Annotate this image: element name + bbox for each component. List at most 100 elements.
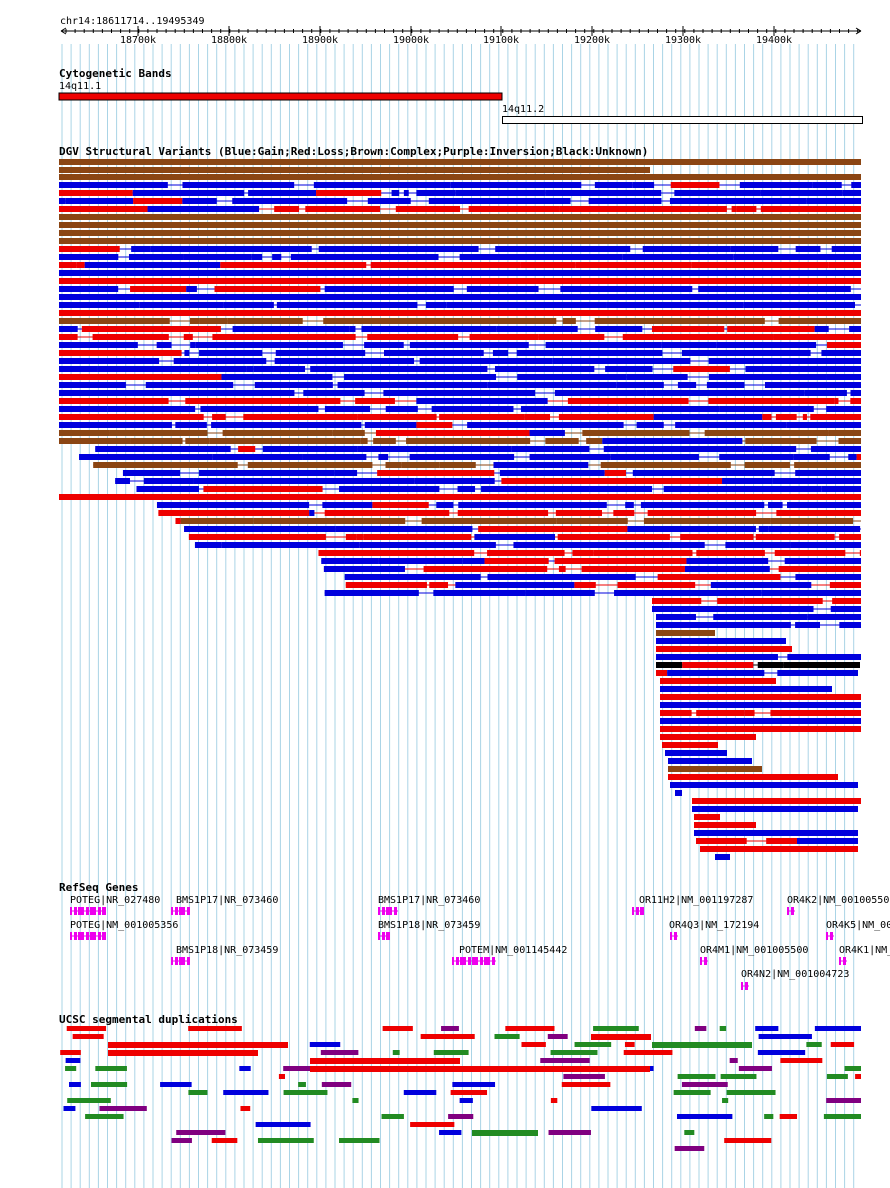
gene-exon: [382, 907, 385, 915]
segdup-track-title[interactable]: UCSC segmental duplications: [59, 1013, 238, 1026]
variant-block: [842, 190, 861, 196]
variant-block: [487, 574, 636, 580]
segdup-block: [674, 1146, 705, 1151]
variant-block: [254, 382, 333, 388]
gene-label[interactable]: BMS1P17|NR_073460: [378, 895, 481, 906]
variant-block: [614, 590, 762, 596]
gene-label[interactable]: OR4Q3|NM_172194: [669, 920, 760, 931]
variant-block: [107, 406, 196, 412]
segdup-block: [63, 1106, 76, 1111]
variant-block: [667, 670, 765, 676]
segdup-block: [381, 1114, 404, 1119]
variant-block: [787, 654, 861, 660]
variant-block: [345, 534, 357, 540]
variant-block: [65, 198, 134, 204]
variant-block: [429, 582, 449, 588]
variant-block: [59, 382, 126, 388]
gene-label[interactable]: OR4K1|NM_: [839, 945, 890, 956]
variant-block: [199, 470, 335, 476]
variant-block: [363, 534, 472, 540]
variant-block: [375, 430, 530, 436]
band-14q11.1[interactable]: [58, 92, 503, 101]
variant-block: [150, 246, 312, 252]
variant-block: [478, 526, 628, 532]
segdup-block: [729, 1058, 738, 1063]
segdup-block: [724, 1138, 772, 1143]
gene-label[interactable]: BMS1P18|NR_073459: [176, 945, 279, 956]
segdup-block: [99, 1106, 147, 1111]
variant-block: [59, 198, 66, 204]
segdup-block: [826, 1098, 861, 1103]
gene-label[interactable]: OR4K5|NM_00: [826, 920, 890, 931]
variant-block: [640, 502, 765, 508]
variant-block: [826, 342, 861, 348]
variant-block: [657, 574, 781, 580]
variant-bar: [59, 159, 861, 165]
gene-label[interactable]: POTEG|NR_027480: [70, 895, 161, 906]
variant-block: [511, 446, 590, 452]
gene-label[interactable]: POTEM|NM_001145442: [459, 945, 568, 956]
variant-block: [656, 614, 696, 620]
gene-label[interactable]: OR11H2|NM_001197287: [639, 895, 754, 906]
variant-block: [385, 406, 418, 412]
variant-block: [669, 198, 807, 204]
variant-block: [59, 430, 110, 436]
refseq-track-title[interactable]: RefSeq Genes: [59, 881, 139, 894]
gene-exon: [175, 907, 178, 915]
variant-block: [212, 414, 226, 420]
variant-block: [391, 190, 400, 196]
segdup-block: [255, 1122, 311, 1127]
variant-block: [276, 302, 418, 308]
segdup-block: [494, 1034, 520, 1039]
cytoband-track[interactable]: [0, 90, 890, 126]
variant-bar: [668, 774, 838, 780]
dgv-track-title[interactable]: DGV Structural Variants (Blue:Gain;Red:L…: [59, 145, 649, 158]
variant-block: [828, 430, 861, 436]
gene-label[interactable]: BMS1P17|NR_073460: [176, 895, 279, 906]
variant-block: [406, 438, 531, 444]
variant-block: [93, 462, 149, 468]
gene-exon: [704, 957, 707, 965]
gene-exon: [484, 957, 488, 965]
variant-block: [755, 534, 835, 540]
segdup-block: [677, 1074, 716, 1079]
ruler[interactable]: [0, 26, 890, 40]
segdup-block: [67, 1098, 111, 1103]
gene-exon: [183, 907, 185, 915]
variant-bar: [662, 742, 718, 748]
gene-label[interactable]: BMS1P18|NR_073459: [378, 920, 481, 931]
segdup-block: [806, 1042, 822, 1047]
variant-block: [459, 254, 623, 260]
variant-block: [246, 366, 254, 372]
segdup-block: [403, 1090, 437, 1095]
variant-block: [696, 710, 745, 716]
variant-block: [59, 326, 78, 332]
variant-block: [850, 390, 861, 396]
variant-block: [148, 462, 238, 468]
gene-label[interactable]: OR4M1|NM_001005500: [700, 945, 809, 956]
variant-block: [495, 246, 631, 252]
variant-block: [793, 454, 830, 460]
gene-label[interactable]: OR4K2|NM_00100550: [787, 895, 890, 906]
variant-block: [109, 430, 208, 436]
variant-bar: [694, 822, 756, 828]
gene-label[interactable]: POTEG|NM_001005356: [70, 920, 179, 931]
variant-block: [557, 534, 670, 540]
gene-exon: [187, 957, 190, 965]
variant-block: [156, 502, 310, 508]
variant-block: [795, 470, 861, 476]
cytoband-track-title[interactable]: Cytogenetic Bands: [59, 67, 172, 80]
segdup-block: [65, 1066, 77, 1071]
gene-label[interactable]: OR4N2|NM_001004723: [741, 969, 850, 980]
variant-block: [646, 390, 805, 396]
variant-block: [416, 422, 453, 428]
variant-block: [324, 406, 371, 412]
band-14q11.2[interactable]: [502, 116, 863, 124]
variant-block: [147, 206, 260, 212]
variant-block: [696, 550, 765, 556]
variant-block: [558, 414, 654, 420]
variant-block: [552, 358, 691, 364]
